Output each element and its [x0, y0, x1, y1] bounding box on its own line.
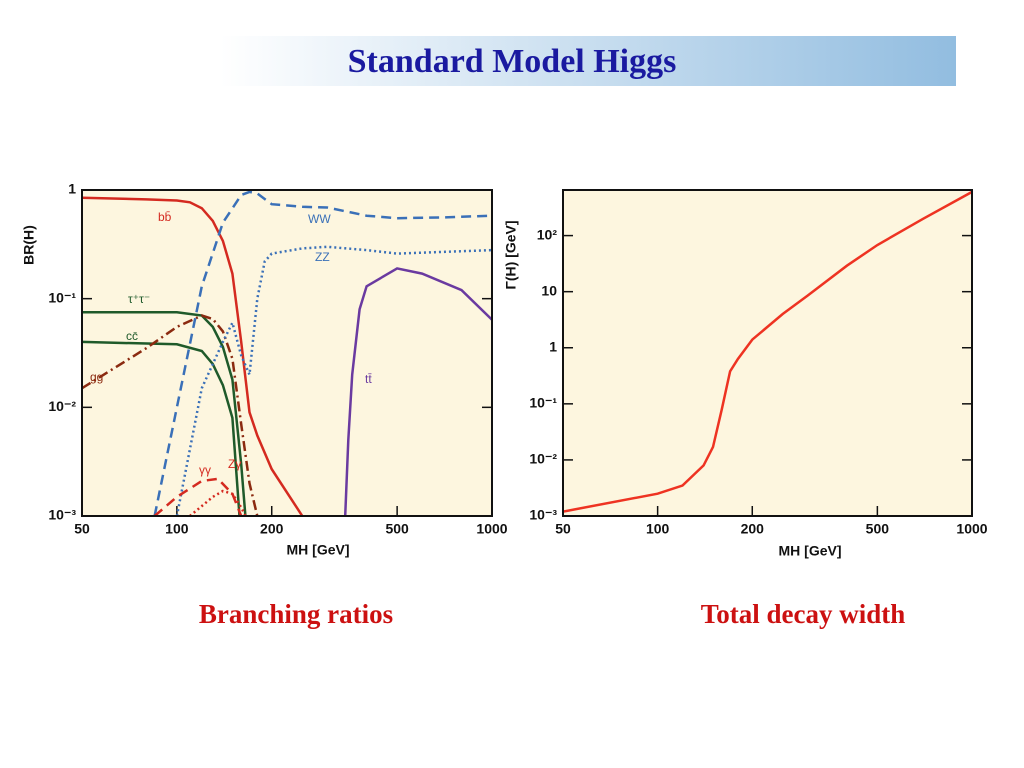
- series-label: gg: [90, 370, 103, 384]
- series-line: [189, 489, 247, 516]
- plot-area: [563, 190, 972, 516]
- y-axis-label: BR(H): [21, 225, 37, 265]
- series-label: Zγ: [228, 457, 241, 471]
- x-tick-label: 500: [385, 521, 409, 537]
- x-tick-label: 1000: [956, 521, 987, 537]
- y-tick-label: 10: [541, 282, 557, 298]
- series-label: WW: [308, 212, 331, 226]
- series-label: cc̄: [126, 329, 138, 343]
- series-label: tt̄: [365, 372, 372, 386]
- x-tick-label: 50: [555, 521, 571, 537]
- slide-title: Standard Model Higgs: [348, 43, 677, 80]
- y-tick-label: 10⁻¹: [48, 289, 76, 305]
- y-tick-label: 1: [549, 338, 557, 354]
- y-tick-label: 1: [68, 181, 76, 197]
- series-label: ZZ: [315, 250, 330, 264]
- series-label: τ⁺τ⁻: [128, 292, 150, 306]
- caption: Branching ratios: [199, 599, 393, 629]
- series-label: bb̄: [158, 210, 172, 224]
- x-tick-label: 100: [646, 521, 670, 537]
- series-label: γγ: [199, 463, 211, 477]
- series-line: [82, 196, 304, 516]
- title-bar: [220, 36, 956, 86]
- x-tick-label: 1000: [476, 521, 507, 537]
- series-group: [563, 190, 972, 513]
- x-axis-label: MH [GeV]: [287, 542, 350, 558]
- plot-area: [82, 190, 492, 516]
- caption: Total decay width: [701, 599, 906, 629]
- y-tick-label: 10⁻³: [529, 507, 557, 523]
- series-group: [82, 190, 492, 516]
- x-tick-label: 200: [260, 521, 284, 537]
- y-axis-label: Γ(H) [GeV]: [503, 220, 519, 289]
- y-tick-label: 10⁻¹: [529, 395, 557, 411]
- series-line: [153, 190, 492, 516]
- y-tick-label: 10⁻³: [48, 507, 76, 523]
- y-tick-label: 10⁻²: [48, 398, 76, 414]
- series-line: [343, 267, 492, 516]
- x-tick-label: 100: [165, 521, 189, 537]
- series-line: [82, 310, 247, 516]
- y-tick-label: 10²: [537, 226, 558, 242]
- series-line: [563, 190, 972, 513]
- series-line: [82, 314, 259, 516]
- x-tick-label: 500: [866, 521, 890, 537]
- series-line: [175, 245, 492, 516]
- x-axis-label: MH [GeV]: [779, 543, 842, 559]
- plot-frame: [562, 189, 973, 517]
- x-tick-label: 50: [74, 521, 90, 537]
- x-tick-label: 200: [741, 521, 765, 537]
- plot-frame: [81, 189, 493, 517]
- y-tick-label: 10⁻²: [529, 451, 557, 467]
